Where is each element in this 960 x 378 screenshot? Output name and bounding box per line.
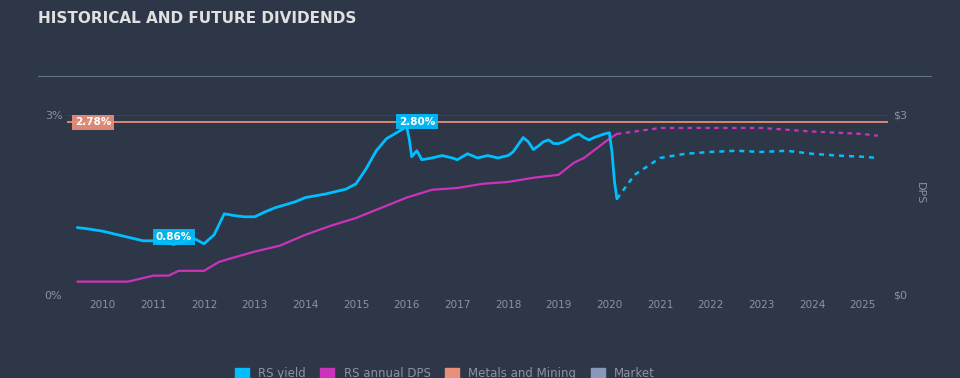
Text: 0.86%: 0.86%: [156, 232, 192, 242]
Text: HISTORICAL AND FUTURE DIVIDENDS: HISTORICAL AND FUTURE DIVIDENDS: [38, 11, 357, 26]
Text: 2.80%: 2.80%: [399, 117, 435, 127]
Text: 2.78%: 2.78%: [75, 117, 111, 127]
Y-axis label: DPS: DPS: [915, 181, 925, 204]
Legend: RS yield, RS annual DPS, Metals and Mining, Market: RS yield, RS annual DPS, Metals and Mini…: [229, 362, 660, 378]
